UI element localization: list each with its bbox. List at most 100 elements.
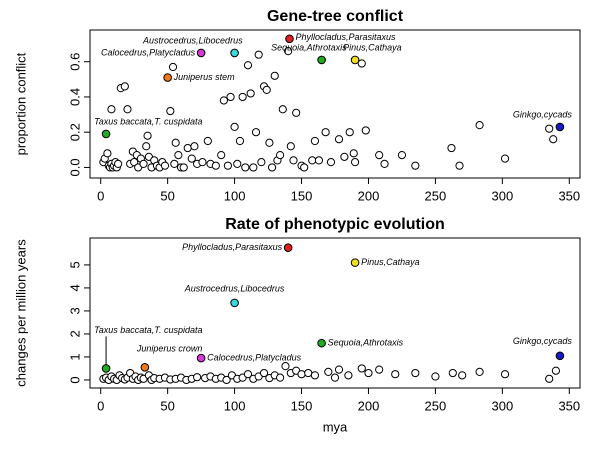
highlight-point	[196, 353, 206, 363]
x-tick-label: 50	[160, 398, 174, 413]
point	[103, 149, 112, 158]
point	[411, 368, 420, 378]
point	[545, 124, 554, 133]
point	[174, 150, 183, 160]
x-tick-label: 200	[358, 398, 380, 413]
point	[278, 105, 287, 114]
point	[324, 367, 333, 376]
point	[304, 368, 313, 378]
point	[139, 159, 148, 169]
x-tick-label: 100	[224, 398, 246, 413]
x-tick-label: 300	[491, 398, 513, 413]
point	[310, 371, 320, 380]
point	[344, 371, 353, 380]
point	[223, 161, 232, 170]
point	[284, 47, 293, 56]
point	[314, 156, 324, 165]
annotation: Austrocedrus,Libocedrus	[142, 35, 243, 45]
annotation: Juniperus crown	[136, 344, 203, 354]
y-axis-label: proportion conflict	[13, 52, 28, 155]
point	[123, 105, 132, 114]
point	[120, 82, 129, 91]
point	[330, 373, 340, 382]
point	[107, 105, 116, 114]
point	[326, 158, 336, 167]
annotation: Sequoia,Athrotaxis	[328, 338, 404, 348]
point	[251, 128, 261, 137]
point	[357, 364, 366, 373]
point	[391, 370, 400, 379]
point	[257, 158, 266, 167]
annotation: Juniperus stem	[173, 72, 236, 82]
point	[321, 128, 330, 137]
highlight-point	[101, 364, 111, 373]
point	[217, 150, 226, 160]
x-tick-label: 50	[160, 188, 174, 203]
point	[235, 136, 245, 146]
y-tick-label: 4	[67, 284, 82, 291]
point	[345, 128, 354, 137]
y-tick-label: 0.6	[67, 53, 82, 71]
point	[281, 362, 290, 371]
point	[334, 365, 344, 374]
x-tick-label: 0	[97, 398, 104, 413]
point	[230, 122, 239, 132]
point	[549, 135, 558, 144]
point	[254, 50, 263, 59]
point	[179, 163, 188, 172]
chart-title: Gene-tree conflict	[267, 8, 404, 25]
plot-frame	[89, 29, 581, 179]
highlight-point	[350, 258, 360, 267]
point	[262, 85, 271, 95]
highlight-point	[101, 129, 111, 139]
highlight-point	[317, 338, 326, 348]
point	[160, 161, 170, 170]
point	[219, 96, 228, 105]
point	[458, 371, 467, 380]
point	[286, 142, 295, 151]
y-axis-label: changes per million years	[13, 239, 28, 387]
x-tick-label: 150	[291, 188, 313, 203]
point	[243, 370, 253, 379]
x-tick-label: 150	[291, 398, 313, 413]
point	[375, 150, 384, 160]
point	[241, 163, 250, 172]
highlight-point	[555, 122, 565, 132]
point	[226, 92, 235, 102]
highlight-point	[555, 351, 565, 361]
x-tick-label: 0	[97, 188, 104, 203]
y-tick-label: 5	[67, 261, 82, 268]
x-tick-label: 250	[425, 188, 447, 203]
annotation: Calocedrus,Platycladus	[207, 352, 302, 362]
point	[143, 131, 152, 140]
point	[190, 142, 199, 151]
point	[170, 159, 179, 169]
annotation: Taxus baccata,T. cuspidata	[94, 325, 202, 335]
y-tick-label: 0.4	[67, 88, 82, 106]
annotation: Ginkgo,cycads	[513, 109, 573, 119]
point	[308, 156, 317, 165]
annotation: Calocedrus,Platycladus	[101, 47, 196, 57]
point	[357, 59, 366, 68]
annotation: Pinus,Cathaya	[343, 42, 402, 52]
point	[276, 373, 285, 382]
y-tick-label: 3	[67, 307, 82, 314]
point	[114, 159, 123, 169]
point	[500, 370, 510, 379]
annotation: Taxus baccata,T. cuspidata	[94, 116, 202, 126]
highlight-point	[196, 48, 206, 58]
x-tick-label: 350	[558, 188, 580, 203]
plot-frame	[89, 237, 581, 389]
x-tick-label: 200	[358, 188, 380, 203]
annotation: Phyllocladus,Parasitaxus	[182, 242, 283, 252]
y-tick-label: 0.2	[67, 123, 82, 141]
x-axis-label: mya	[323, 419, 348, 434]
x-tick-label: 350	[558, 398, 580, 413]
point	[431, 372, 440, 381]
point	[364, 368, 373, 378]
annotation: Ginkgo,cycads	[513, 336, 573, 346]
point	[222, 375, 231, 385]
point	[475, 367, 484, 376]
x-tick-label: 100	[224, 188, 246, 203]
point	[249, 163, 258, 172]
